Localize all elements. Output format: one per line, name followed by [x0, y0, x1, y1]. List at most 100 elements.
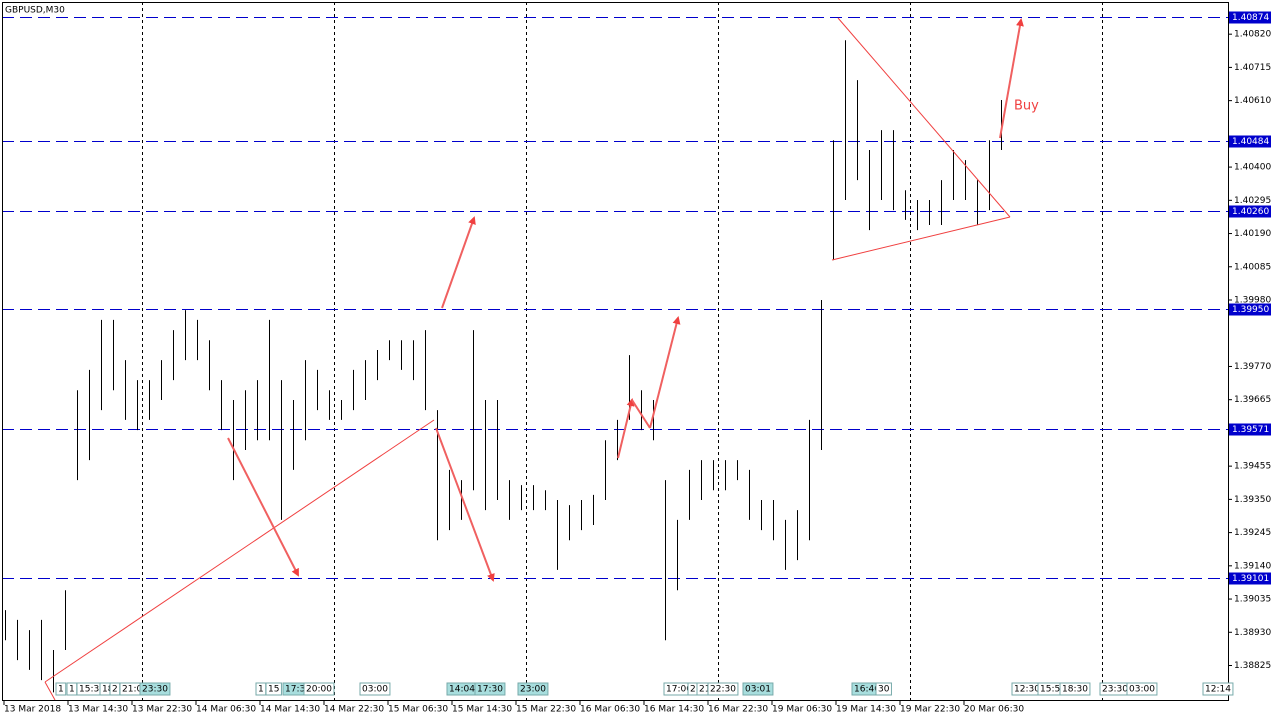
x-tick-label: 13 Mar 22:30: [132, 705, 192, 715]
y-tick-label: 1.39350: [1234, 495, 1271, 505]
time-marker: 1: [58, 685, 64, 695]
level-label-box: [1229, 423, 1271, 436]
y-tick-label: 1.40610: [1234, 96, 1271, 106]
time-marker: 17:00: [666, 685, 692, 695]
x-tick-label: 19 Mar 14:30: [836, 705, 896, 715]
y-tick-label: 1.39770: [1234, 362, 1271, 372]
time-marker-box: [303, 682, 335, 696]
levels: [2, 17, 1228, 579]
x-tick-label: 16 Mar 14:30: [644, 705, 704, 715]
time-marker: 2: [112, 685, 118, 695]
plot-frame: [2, 2, 1229, 701]
trend-line: [44, 681, 56, 701]
time-marker: 15:5: [1040, 685, 1060, 695]
time-marker-box: [139, 682, 171, 696]
level-label-box: [1229, 135, 1271, 148]
arrow: [999, 18, 1024, 139]
y-tick-label: 1.40715: [1234, 63, 1271, 73]
time-marker: 22:30: [710, 685, 736, 695]
y-tick-label: 1.40085: [1234, 262, 1271, 272]
time-marker: 18: [102, 685, 114, 695]
level-label-box: [1229, 572, 1271, 585]
time-marker: 12:14: [1205, 685, 1231, 695]
time-marker-box: [707, 682, 739, 696]
level-label: 1.40260: [1232, 207, 1269, 217]
x-tick-label: 20 Mar 06:30: [964, 705, 1024, 715]
chart-title: GBPUSD,M30: [5, 6, 65, 16]
time-marker: 03:01: [745, 685, 771, 695]
trend-line: [44, 419, 435, 683]
x-tick-label: 16 Mar 22:30: [708, 705, 768, 715]
annotation: Buy: [1014, 99, 1039, 114]
x-tick-label: 14 Mar 22:30: [324, 705, 384, 715]
x-tick-label: 15 Mar 06:30: [388, 705, 448, 715]
time-marker: 23:00: [520, 685, 546, 695]
time-marker: 23:30: [1102, 685, 1128, 695]
time-marker-box: [474, 682, 506, 696]
y-tick-label: 1.38930: [1234, 628, 1271, 638]
time-marker-box: [55, 682, 67, 696]
time-marker-box: [1059, 682, 1091, 696]
bars: [5, 40, 1002, 693]
time-marker: 30: [878, 685, 890, 695]
y-tick-label: 1.39245: [1234, 528, 1271, 538]
arrow: [617, 398, 635, 459]
time-marker: 17:30: [477, 685, 503, 695]
level-label: 1.39571: [1232, 425, 1269, 435]
y-tick-label: 1.39140: [1234, 561, 1271, 571]
level-label-box: [1229, 303, 1271, 316]
y-tick-label: 1.40400: [1234, 163, 1271, 173]
arrow: [227, 437, 299, 577]
y-tick-label: 1.39455: [1234, 462, 1271, 472]
arrow: [631, 399, 651, 429]
axes: 1.40820 1.40715 1.40610 1.40400 1.40295 1.401…: [3, 11, 1271, 715]
time-marker-box: [517, 682, 549, 696]
y-tick-label: 1.40190: [1234, 229, 1271, 239]
x-tick-label: 14 Mar 06:30: [196, 705, 256, 715]
level-label-box: [1229, 11, 1271, 24]
x-tick-label: 15 Mar 22:30: [516, 705, 576, 715]
x-tick-label: 19 Mar 06:30: [772, 705, 832, 715]
time-marker: 21:0: [122, 685, 142, 695]
y-tick-label: 1.40295: [1234, 196, 1271, 206]
time-marker-box: [1202, 682, 1234, 696]
arrow: [649, 316, 681, 429]
x-tick-label: 13 Mar 14:30: [68, 705, 128, 715]
time-marker-box: [742, 682, 774, 696]
trend-line: [837, 17, 1011, 218]
time-marker: 20:00: [306, 685, 332, 695]
x-tick-label: 15 Mar 14:30: [452, 705, 512, 715]
time-marker: 1: [69, 685, 75, 695]
level-label: 1.39950: [1232, 305, 1269, 315]
time-marker: 23:30: [142, 685, 168, 695]
time-marker: 2: [690, 685, 696, 695]
arrow: [435, 427, 495, 582]
drawings: [44, 17, 1024, 701]
x-tick-label: 13 Mar 2018: [4, 705, 61, 715]
time-marker-box: [875, 682, 892, 696]
x-tick-label: 19 Mar 22:30: [900, 705, 960, 715]
level-label: 1.39101: [1232, 574, 1269, 584]
level-label-box: [1229, 205, 1271, 218]
time-marker: 1: [258, 685, 264, 695]
time-marker: 16:40: [854, 685, 880, 695]
level-label: 1.40484: [1232, 137, 1269, 147]
trend-line: [831, 216, 1011, 261]
time-marker: 18:30: [1062, 685, 1088, 695]
y-tick-label: 1.39035: [1234, 595, 1271, 605]
y-tick-label: 1.39665: [1234, 395, 1271, 405]
time-marker: 14:04: [449, 685, 475, 695]
time-marker-box: [1126, 682, 1158, 696]
time-marker-box: [359, 682, 391, 696]
time-marker: 15:30: [79, 685, 105, 695]
x-tick-label: 14 Mar 14:30: [260, 705, 320, 715]
vertical-grid: [142, 2, 1103, 700]
x-tick-label: 16 Mar 06:30: [580, 705, 640, 715]
time-marker-box: [265, 682, 282, 696]
time-marker: 12:30: [1014, 685, 1040, 695]
time-marker: 21: [699, 685, 710, 695]
time-marker: 03:00: [362, 685, 388, 695]
y-tick-label: 1.40820: [1234, 30, 1271, 40]
